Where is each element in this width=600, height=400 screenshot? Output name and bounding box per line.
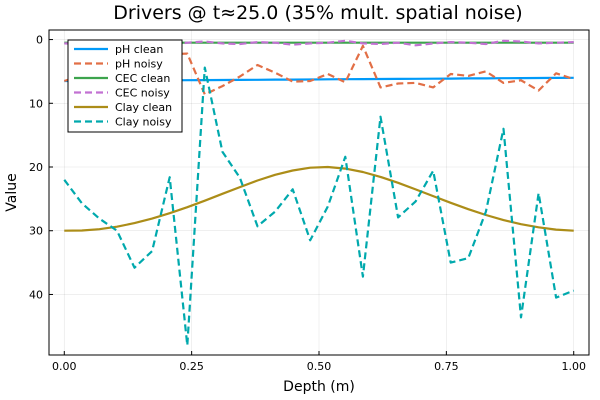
x-tick-label: 1.00 [561,360,586,373]
x-tick-label: 0.00 [52,360,77,373]
legend-label-cec-noisy: CEC noisy [115,87,170,100]
x-tick-label: 0.75 [434,360,459,373]
y-tick-label: 20 [29,161,43,174]
legend-label-ph-noisy: pH noisy [115,58,163,71]
y-tick-label: 30 [29,225,43,238]
y-axis-label: Value [4,173,20,211]
legend-label-clay-noisy: Clay noisy [115,116,172,129]
x-ticks: 0.00 0.25 0.50 0.75 1.00 [52,351,586,373]
legend-label-cec-clean: CEC clean [115,72,170,85]
legend-box [67,39,183,133]
series-line-ph-noisy [63,44,575,96]
legend-label-clay-clean: Clay clean [115,101,172,114]
legend-label-ph-clean: pH clean [115,43,163,56]
chart-title: Drivers @ t≈25.0 (35% mult. spatial nois… [113,2,522,24]
y-tick-label: 0 [36,34,43,47]
x-tick-label: 0.25 [179,360,204,373]
x-tick-label: 0.50 [307,360,332,373]
y-tick-label: 10 [29,97,43,110]
x-axis-label: Depth (m) [283,379,355,395]
series-line-cec-noisy [64,39,574,47]
series-line-clay-noisy [63,66,575,347]
series-line-clay-clean [64,165,574,232]
y-ticks: 0 10 20 30 40 [29,34,53,301]
y-tick-label: 40 [29,288,43,301]
